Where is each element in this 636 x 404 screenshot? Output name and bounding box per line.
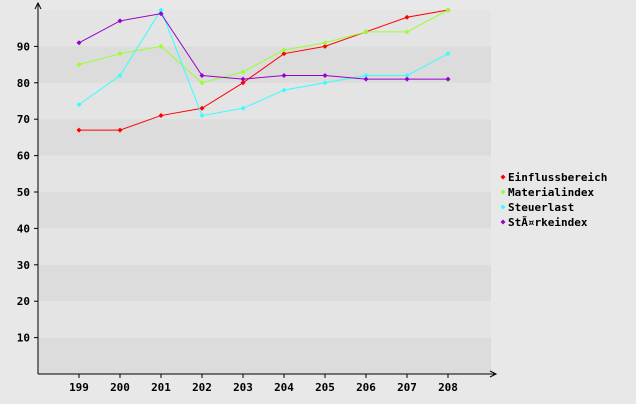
data-point — [199, 73, 205, 79]
data-point — [445, 7, 451, 13]
legend-label: Einflussbereich — [508, 171, 607, 184]
y-tick-label: 20 — [17, 295, 30, 308]
data-point — [363, 73, 369, 79]
series-group — [76, 7, 451, 133]
series-line — [78, 13, 448, 80]
legend-label: Materialindex — [508, 186, 594, 199]
series-1 — [76, 7, 451, 86]
series-line — [78, 8, 449, 117]
data-point — [281, 87, 287, 93]
data-point — [117, 18, 123, 24]
grid-band — [38, 264, 491, 302]
x-tick-label: 201 — [151, 381, 171, 394]
data-point — [76, 40, 82, 46]
grid-band — [38, 337, 491, 374]
data-point — [199, 105, 205, 111]
x-tick-label: 199 — [69, 381, 89, 394]
x-axis-ticks: 199 200 201 202 203 204 205 206 207 208 — [69, 374, 458, 394]
legend-item: Steuerlast — [500, 201, 574, 214]
data-point — [199, 113, 205, 119]
grid-band — [38, 155, 491, 192]
data-point — [158, 113, 164, 119]
x-tick-label: 200 — [110, 381, 130, 394]
data-point — [117, 51, 123, 57]
grid-band — [38, 301, 491, 338]
data-point — [363, 76, 369, 82]
data-point — [322, 43, 328, 49]
grid-band — [38, 228, 491, 265]
data-point — [76, 127, 82, 133]
data-point — [117, 127, 123, 133]
x-tick-label: 207 — [397, 381, 417, 394]
y-tick-label: 50 — [17, 186, 30, 199]
data-point — [240, 76, 246, 82]
data-point — [363, 29, 369, 35]
data-point — [281, 51, 287, 57]
data-point — [158, 43, 164, 49]
data-point — [117, 73, 123, 79]
legend-marker — [500, 204, 506, 210]
y-tick-label: 10 — [17, 332, 30, 345]
data-point — [404, 29, 410, 35]
x-tick-label: 206 — [356, 381, 376, 394]
data-point — [240, 105, 246, 111]
series-line — [78, 9, 449, 84]
y-axis-ticks: 10 20 30 40 50 60 70 80 90 — [17, 40, 38, 345]
grid-band — [38, 82, 491, 120]
legend: Einflussbereich Materialindex Steuerlast St… — [500, 171, 607, 229]
data-point — [404, 14, 410, 20]
data-point — [158, 7, 164, 13]
grid-band — [38, 192, 491, 229]
data-point — [322, 80, 328, 86]
grid-band — [38, 46, 491, 83]
data-point — [76, 62, 82, 68]
legend-marker — [500, 219, 506, 225]
x-tick-label: 208 — [438, 381, 458, 394]
legend-label: StÃ¤rkeindex — [508, 216, 588, 229]
legend-marker — [500, 174, 506, 180]
y-tick-label: 80 — [17, 77, 30, 90]
series-3 — [76, 11, 451, 82]
grid-bands — [38, 10, 491, 374]
data-point — [404, 73, 410, 79]
x-tick-label: 203 — [233, 381, 253, 394]
axes — [34, 1, 498, 378]
y-tick-label: 40 — [17, 222, 30, 235]
y-tick-label: 30 — [17, 259, 30, 272]
data-point — [445, 76, 451, 82]
data-point — [199, 80, 205, 86]
x-tick-label: 204 — [274, 381, 294, 394]
data-point — [445, 51, 451, 57]
y-tick-label: 90 — [17, 40, 30, 53]
data-point — [404, 76, 410, 82]
data-point — [322, 73, 328, 79]
series-line — [79, 9, 449, 131]
data-point — [158, 11, 164, 17]
data-point — [281, 47, 287, 53]
legend-item: Materialindex — [500, 186, 594, 199]
data-point — [76, 102, 82, 108]
data-point — [240, 69, 246, 75]
legend-item: StÃ¤rkeindex — [500, 216, 588, 229]
x-tick-label: 202 — [192, 381, 212, 394]
y-tick-label: 70 — [17, 113, 30, 126]
x-axis-arrow — [489, 370, 498, 378]
x-tick-label: 205 — [315, 381, 335, 394]
grid-band — [38, 119, 491, 156]
legend-marker — [500, 189, 506, 195]
legend-item: Einflussbereich — [500, 171, 607, 184]
data-point — [322, 40, 328, 46]
data-point — [240, 80, 246, 86]
series-2 — [76, 7, 451, 119]
data-point — [281, 73, 287, 79]
y-axis-arrow — [34, 1, 42, 10]
y-tick-label: 60 — [17, 150, 30, 163]
legend-label: Steuerlast — [508, 201, 574, 214]
